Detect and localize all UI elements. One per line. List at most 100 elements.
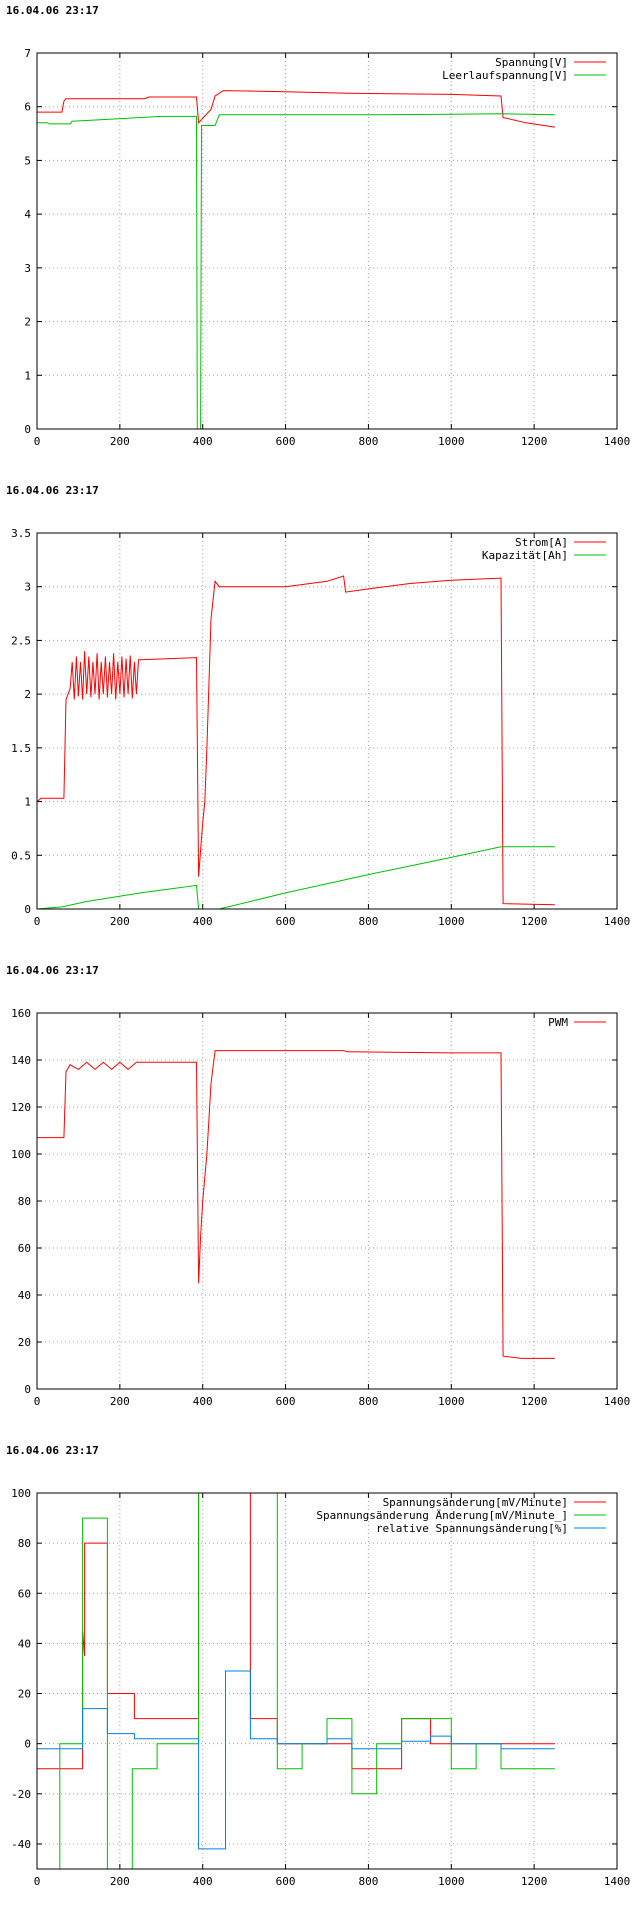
x-tick-label: 1200	[521, 915, 548, 928]
timestamp: 16.04.06 23:17	[6, 484, 99, 497]
x-tick-label: 200	[110, 1875, 130, 1888]
legend: Strom[A]Kapazität[Ah]	[482, 536, 606, 562]
legend-label: Spannungsänderung Änderung[mV/Minute_]	[316, 1509, 568, 1522]
x-tick-label: 800	[358, 915, 378, 928]
y-tick-label: 0	[24, 903, 31, 916]
grid: 0 200 400 600 800 1000 1200 1400 0 1 2 3 4 5 6 7	[24, 47, 630, 448]
chart-panel-voltage-change: 16.04.06 23:17 0 200 400 600 800 1000 1200 1400…	[0, 1440, 640, 1920]
plot-frame	[36, 532, 618, 910]
legend-label: Strom[A]	[515, 536, 568, 549]
x-tick-label: 1000	[438, 1875, 465, 1888]
x-tick-label: 1400	[604, 435, 631, 448]
series-line	[37, 113, 555, 429]
y-tick-label: 1.5	[11, 742, 31, 755]
timestamp: 16.04.06 23:17	[6, 4, 99, 17]
x-tick-label: 0	[34, 1395, 41, 1408]
x-tick-label: 400	[193, 1875, 213, 1888]
x-tick-label: 200	[110, 1395, 130, 1408]
y-tick-label: 60	[18, 1587, 31, 1600]
y-tick-label: 5	[24, 154, 31, 167]
y-tick-label: 6	[24, 101, 31, 114]
legend-label: Kapazität[Ah]	[482, 549, 568, 562]
x-tick-label: 200	[110, 435, 130, 448]
series-line	[37, 575, 555, 906]
y-tick-label: 40	[18, 1637, 31, 1650]
x-tick-label: 1200	[521, 435, 548, 448]
x-tick-label: 1400	[604, 1875, 631, 1888]
x-tick-label: 600	[276, 915, 296, 928]
y-tick-label: 3	[24, 262, 31, 275]
x-tick-label: 600	[276, 435, 296, 448]
y-tick-label: 20	[18, 1336, 31, 1349]
chart-voltage: 0 200 400 600 800 1000 1200 1400 0 1 2 3 4 5 6 7 Spannun…	[24, 47, 630, 448]
x-tick-label: 1000	[438, 435, 465, 448]
legend-label: Spannung[V]	[495, 56, 568, 69]
y-tick-label: 100	[11, 1487, 31, 1500]
series-line	[37, 1493, 555, 1770]
plot-frame	[36, 1012, 618, 1390]
x-tick-label: 1400	[604, 915, 631, 928]
chart-current: 0 200 400 600 800 1000 1200 1400 0 0.5 1 1.5 2 2.5 3 3.…	[11, 527, 630, 928]
x-tick-label: 1200	[521, 1395, 548, 1408]
y-tick-label: 2.5	[11, 634, 31, 647]
y-tick-label: 0	[24, 423, 31, 436]
y-tick-label: -40	[11, 1838, 31, 1851]
grid: 0 200 400 600 800 1000 1200 1400 0 20 40 60 80 100 120…	[11, 1007, 630, 1408]
y-tick-label: 120	[11, 1101, 31, 1114]
x-tick-label: 400	[193, 435, 213, 448]
y-tick-label: 3	[24, 581, 31, 594]
x-tick-label: 600	[276, 1395, 296, 1408]
legend-label: Spannungsänderung[mV/Minute]	[383, 1496, 568, 1509]
y-tick-label: 1	[24, 796, 31, 809]
legend: Spannung[V]Leerlaufspannung[V]	[442, 56, 606, 82]
series-line	[37, 1670, 555, 1850]
x-tick-label: 1400	[604, 1395, 631, 1408]
x-tick-label: 0	[34, 435, 41, 448]
x-tick-label: 1200	[521, 1875, 548, 1888]
y-tick-label: -20	[11, 1788, 31, 1801]
series-line	[37, 90, 555, 128]
timestamp: 16.04.06 23:17	[6, 1444, 99, 1457]
y-tick-label: 60	[18, 1242, 31, 1255]
timestamp: 16.04.06 23:17	[6, 964, 99, 977]
chart-panel-voltage: 16.04.06 23:17 0 200 400 600 800 1000 1200 1400…	[0, 0, 640, 480]
chart-voltage-change: 0 200 400 600 800 1000 1200 1400 -40 -20 0 20 40 60 80…	[11, 1487, 630, 1888]
y-tick-label: 160	[11, 1007, 31, 1020]
y-tick-label: 1	[24, 369, 31, 382]
y-tick-label: 7	[24, 47, 31, 60]
y-tick-label: 80	[18, 1537, 31, 1550]
x-tick-label: 0	[34, 1875, 41, 1888]
y-tick-label: 0	[24, 1738, 31, 1751]
series-line	[37, 1493, 555, 1869]
y-tick-label: 4	[24, 208, 31, 221]
x-tick-label: 200	[110, 915, 130, 928]
chart-panel-current: 16.04.06 23:17 0 200 400 600 800 1000 1200 1400…	[0, 480, 640, 960]
y-tick-label: 0.5	[11, 849, 31, 862]
x-tick-label: 800	[358, 1875, 378, 1888]
plot-frame	[36, 52, 618, 430]
legend-label: PWM	[548, 1016, 568, 1029]
legend-label: relative Spannungsänderung[%]	[376, 1522, 568, 1535]
y-tick-label: 0	[24, 1383, 31, 1396]
x-tick-label: 800	[358, 1395, 378, 1408]
grid: 0 200 400 600 800 1000 1200 1400 -40 -20 0 20 40 60 80…	[11, 1487, 630, 1888]
y-tick-label: 2	[24, 316, 31, 329]
x-tick-label: 1000	[438, 1395, 465, 1408]
x-tick-label: 600	[276, 1875, 296, 1888]
series-line	[37, 1050, 555, 1359]
x-tick-label: 0	[34, 915, 41, 928]
y-tick-label: 100	[11, 1148, 31, 1161]
x-tick-label: 800	[358, 435, 378, 448]
x-tick-label: 1000	[438, 915, 465, 928]
y-tick-label: 140	[11, 1054, 31, 1067]
x-tick-label: 400	[193, 1395, 213, 1408]
series-line	[37, 846, 555, 909]
chart-pwm: 0 200 400 600 800 1000 1200 1400 0 20 40 60 80 100 120…	[11, 1007, 630, 1408]
plot-frame	[36, 1492, 618, 1870]
y-tick-label: 2	[24, 688, 31, 701]
legend: Spannungsänderung[mV/Minute]Spannungsänd…	[316, 1496, 606, 1535]
grid: 0 200 400 600 800 1000 1200 1400 0 0.5 1 1.5 2 2.5 3 3.…	[11, 527, 630, 928]
y-tick-label: 40	[18, 1289, 31, 1302]
x-tick-label: 400	[193, 915, 213, 928]
y-tick-label: 3.5	[11, 527, 31, 540]
